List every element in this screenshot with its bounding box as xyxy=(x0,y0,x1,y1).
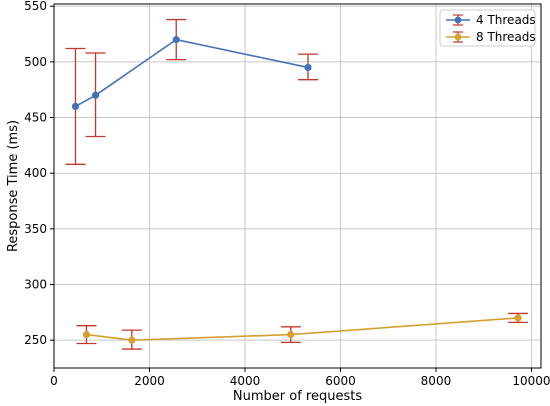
y-tick-label: 550 xyxy=(24,0,47,13)
x-axis-label: Number of requests xyxy=(233,389,362,404)
y-tick-label: 450 xyxy=(24,111,47,125)
x-tick-label: 4000 xyxy=(230,374,261,388)
legend-marker xyxy=(454,33,462,41)
data-point xyxy=(172,36,180,44)
data-point xyxy=(71,102,80,111)
y-tick-label: 500 xyxy=(24,55,47,69)
y-tick-label: 250 xyxy=(24,333,47,347)
y-axis-ticks: 250 300 350 400 450 500 550 xyxy=(24,0,54,347)
x-axis-ticks: 0 2000 4000 6000 8000 10000 xyxy=(50,368,550,388)
series-1 xyxy=(65,18,319,165)
plot-frame xyxy=(53,3,542,369)
legend-label: 4 Threads xyxy=(476,13,536,27)
x-tick-label: 8000 xyxy=(421,374,452,388)
series-line xyxy=(86,317,519,341)
series-layer xyxy=(65,18,529,350)
x-tick-label: 6000 xyxy=(325,374,356,388)
series-2 xyxy=(76,312,529,350)
legend: 4 Threads 8 Threads xyxy=(439,9,536,47)
y-tick-label: 300 xyxy=(24,278,47,292)
legend-marker xyxy=(454,16,462,24)
data-point xyxy=(128,336,136,344)
data-point xyxy=(82,331,91,339)
x-tick-label: 2000 xyxy=(134,374,165,388)
y-axis-label: Response Time (ms) xyxy=(6,120,21,252)
y-tick-label: 400 xyxy=(24,166,47,180)
legend-label: 8 Threads xyxy=(476,30,536,44)
x-tick-label: 0 xyxy=(50,374,58,388)
data-point xyxy=(304,63,312,72)
series-line xyxy=(75,38,309,108)
grid xyxy=(53,4,541,368)
legend-item-2: 8 Threads xyxy=(446,30,536,44)
x-tick-label: 10000 xyxy=(512,374,550,388)
y-tick-label: 350 xyxy=(24,222,47,236)
data-point xyxy=(514,314,522,322)
data-point xyxy=(91,91,100,99)
data-point xyxy=(287,331,295,339)
legend-item-1: 4 Threads xyxy=(446,13,536,27)
